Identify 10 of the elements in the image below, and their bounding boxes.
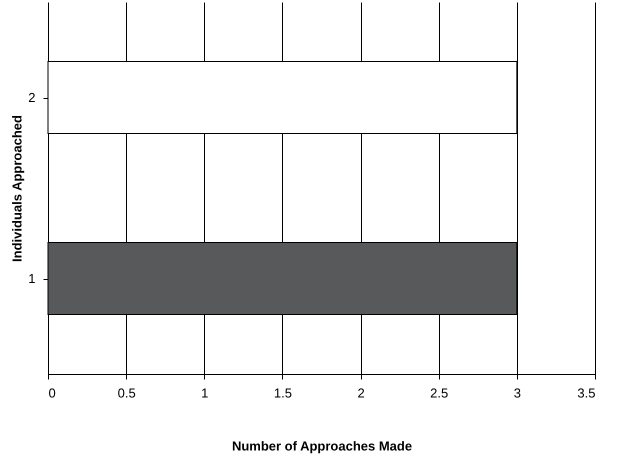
x-axis-title: Number of Approaches Made — [232, 438, 412, 454]
x-tick-label: 0 — [48, 386, 56, 400]
x-tick-label: 0.5 — [118, 386, 136, 400]
x-tick-label: 3 — [514, 386, 521, 400]
x-tick-label: 3.5 — [577, 386, 596, 400]
x-tick-label: 1 — [201, 386, 208, 400]
x-tick-label: 2.5 — [430, 386, 448, 400]
y-axis-title: Individuals Approached — [9, 115, 24, 262]
x-tick-label: 1.5 — [274, 386, 292, 400]
x-tick-label: 2 — [357, 386, 365, 400]
